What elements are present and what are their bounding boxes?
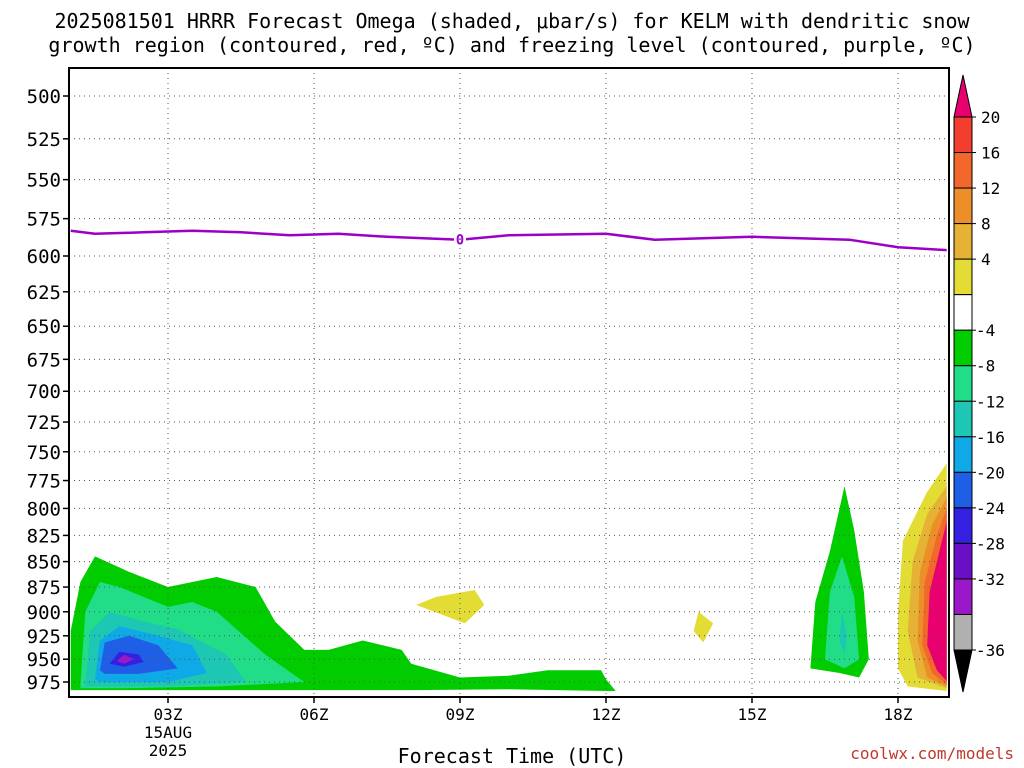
x-tick-label-12Z: 12Z [592,705,621,724]
colorbar-arrow-bottom [953,649,973,693]
colorbar-label-13: -36 [976,641,1005,660]
omega-regions [70,463,947,691]
x-date-label-0: 15AUG [144,723,192,742]
y-tick-label-975: 975 [27,672,61,694]
colorbar-segment-12 [953,542,973,580]
freezing-level: 0 [70,229,947,252]
colorbar-label-8: -16 [976,428,1005,447]
y-tick-label-875: 875 [27,577,61,599]
x-tick-label-09Z: 09Z [446,705,475,724]
colorbar-label-9: -20 [976,463,1005,482]
x-date-label-1: 2025 [149,741,188,760]
colorbar-segment-14 [953,613,973,651]
y-tick-label-550: 550 [27,170,61,192]
y-tick-label-675: 675 [27,349,61,371]
colorbar-label-5: -4 [976,321,995,340]
colorbar-arrow-top [953,74,973,118]
y-tick-label-650: 650 [27,316,61,338]
colorbar-segment-11 [953,507,973,544]
y-tick-label-525: 525 [27,129,61,151]
y-tick-label-925: 925 [27,626,61,648]
y-tick-label-625: 625 [27,282,61,304]
freezing-level-line [70,229,947,252]
plot-frame [68,67,950,698]
freezing-level-label: 0 [456,233,464,249]
y-axis: 500 525 550 575 600 625 650 675 700 725 750 775 800 8… [27,86,69,694]
y-tick-label-775: 775 [27,471,61,493]
grid [69,68,949,697]
colorbar-label-2: 12 [981,179,1000,198]
y-tick-label-725: 725 [27,412,61,434]
omega-region-17 [927,521,947,682]
colorbar-label-0: 20 [981,108,1000,127]
colorbar-label-10: -24 [976,499,1005,518]
colorbar-segment-2 [953,187,973,225]
colorbar-label-7: -12 [976,392,1005,411]
chart-title-line1: 2025081501 HRRR Forecast Omega (shaded, … [54,9,970,33]
y-tick-label-950: 950 [27,649,61,671]
x-tick-label-15Z: 15Z [738,705,767,724]
omega-region-7 [508,679,558,687]
colorbar-segment-8 [953,400,973,438]
y-tick-label-825: 825 [27,525,61,547]
x-tick-label-06Z: 06Z [300,705,329,724]
colorbar-segment-0 [953,116,973,154]
omega-region-12 [693,611,714,643]
colorbar-label-11: -28 [976,534,1005,553]
x-tick-label-03Z: 03Z [154,705,183,724]
chart-title-line2: growth region (contoured, red, ºC) and f… [48,33,976,57]
y-tick-label-575: 575 [27,209,61,231]
colorbar-segment-6 [953,329,973,367]
x-tick-label-18Z: 18Z [884,705,913,724]
colorbar-label-6: -8 [976,357,995,376]
watermark: coolwx.com/models [850,744,1014,763]
omega-region-10 [839,611,847,655]
y-tick-label-600: 600 [27,246,61,268]
colorbar-label-12: -32 [976,570,1005,589]
y-tick-label-750: 750 [27,442,61,464]
colorbar-segment-7 [953,365,973,402]
colorbar-segment-13 [953,578,973,615]
omega-region-6 [116,654,134,664]
colorbar-segment-1 [953,152,973,189]
colorbar-label-3: 8 [981,215,991,234]
colorbar-segment-9 [953,436,973,473]
y-tick-label-800: 800 [27,498,61,520]
x-axis-title: Forecast Time (UTC) [397,744,627,768]
colorbar: 20 16 12 8 4 -4 -8 -12 -16 -20 -24 -28 -32 -36 [953,74,1005,693]
colorbar-segment-4 [953,258,973,296]
freezing-label-bg [454,231,466,248]
omega-region-11 [416,590,485,624]
y-tick-label-850: 850 [27,552,61,574]
colorbar-label-4: 4 [981,250,991,269]
colorbar-segment-5 [953,294,973,331]
colorbar-segment-10 [953,471,973,509]
y-tick-label-500: 500 [27,86,61,108]
colorbar-label-1: 16 [981,144,1000,163]
colorbar-segment-3 [953,223,973,260]
y-tick-label-900: 900 [27,602,61,624]
y-tick-label-700: 700 [27,381,61,403]
